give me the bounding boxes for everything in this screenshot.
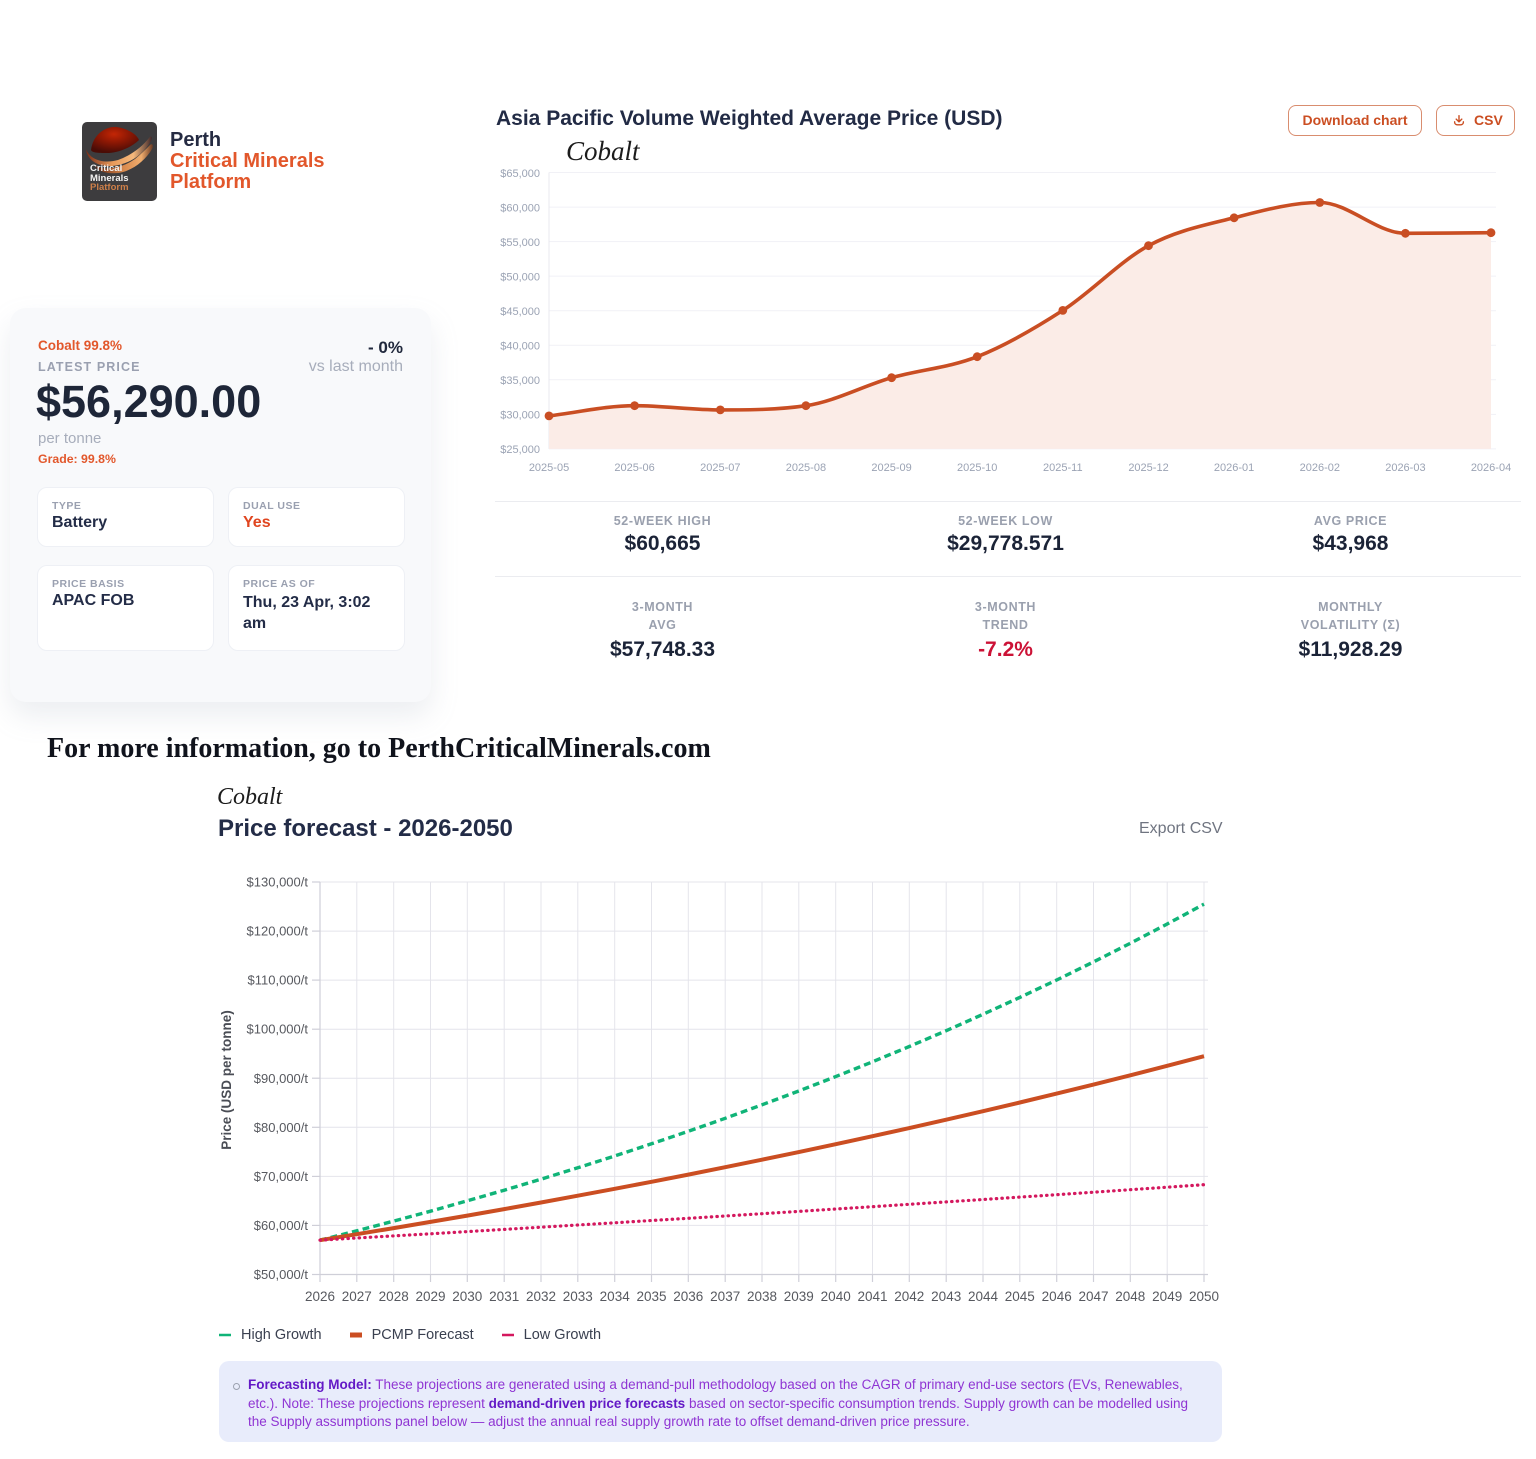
svg-text:$45,000: $45,000 (500, 306, 540, 318)
svg-text:2026: 2026 (305, 1289, 335, 1304)
svg-text:2039: 2039 (784, 1289, 814, 1304)
svg-text:2025-09: 2025-09 (871, 462, 911, 474)
svg-text:2044: 2044 (968, 1289, 999, 1304)
svg-text:2047: 2047 (1078, 1289, 1108, 1304)
svg-text:$110,000/t: $110,000/t (248, 973, 309, 988)
svg-text:2043: 2043 (931, 1289, 961, 1304)
svg-text:2032: 2032 (526, 1289, 556, 1304)
svg-text:$55,000: $55,000 (500, 237, 540, 249)
svg-text:$35,000: $35,000 (500, 375, 540, 387)
svg-text:$80,000/t: $80,000/t (254, 1120, 309, 1135)
svg-text:2027: 2027 (342, 1289, 372, 1304)
svg-text:$40,000: $40,000 (500, 341, 540, 353)
svg-text:2026-03: 2026-03 (1385, 462, 1425, 474)
svg-text:2025-11: 2025-11 (1043, 462, 1083, 474)
svg-text:$25,000: $25,000 (500, 444, 540, 456)
svg-text:Price (USD per tonne): Price (USD per tonne) (219, 1010, 234, 1150)
svg-text:$60,000/t: $60,000/t (254, 1218, 309, 1233)
svg-text:2025-08: 2025-08 (786, 462, 826, 474)
svg-text:2025-12: 2025-12 (1128, 462, 1168, 474)
svg-text:2026-01: 2026-01 (1214, 462, 1254, 474)
svg-text:2031: 2031 (489, 1289, 519, 1304)
svg-text:2025-06: 2025-06 (614, 462, 654, 474)
svg-text:$100,000/t: $100,000/t (247, 1022, 309, 1037)
svg-text:2050: 2050 (1189, 1289, 1219, 1304)
svg-text:2040: 2040 (821, 1289, 851, 1304)
svg-text:2034: 2034 (600, 1289, 631, 1304)
svg-text:$60,000: $60,000 (500, 203, 540, 215)
svg-text:2036: 2036 (673, 1289, 703, 1304)
svg-text:$70,000/t: $70,000/t (254, 1169, 309, 1184)
svg-text:2041: 2041 (857, 1289, 887, 1304)
svg-text:2037: 2037 (710, 1289, 740, 1304)
svg-text:2035: 2035 (636, 1289, 666, 1304)
svg-text:2026-02: 2026-02 (1300, 462, 1340, 474)
svg-text:$90,000/t: $90,000/t (254, 1071, 309, 1086)
svg-text:2033: 2033 (563, 1289, 593, 1304)
svg-text:2029: 2029 (415, 1289, 445, 1304)
svg-text:2038: 2038 (747, 1289, 777, 1304)
svg-text:$130,000/t: $130,000/t (247, 875, 309, 890)
svg-text:2025-10: 2025-10 (957, 462, 997, 474)
svg-text:$120,000/t: $120,000/t (247, 924, 309, 939)
svg-text:$50,000/t: $50,000/t (254, 1267, 309, 1282)
svg-text:$65,000: $65,000 (500, 168, 540, 180)
svg-text:$30,000: $30,000 (500, 410, 540, 422)
svg-text:2026-04: 2026-04 (1471, 462, 1511, 474)
svg-text:2045: 2045 (1005, 1289, 1035, 1304)
svg-text:2042: 2042 (894, 1289, 924, 1304)
svg-text:2046: 2046 (1042, 1289, 1072, 1304)
svg-text:2025-07: 2025-07 (700, 462, 740, 474)
svg-text:2030: 2030 (452, 1289, 482, 1304)
svg-text:2048: 2048 (1115, 1289, 1145, 1304)
svg-text:2025-05: 2025-05 (529, 462, 569, 474)
svg-text:$50,000: $50,000 (500, 272, 540, 284)
svg-text:2028: 2028 (379, 1289, 409, 1304)
svg-text:2049: 2049 (1152, 1289, 1182, 1304)
